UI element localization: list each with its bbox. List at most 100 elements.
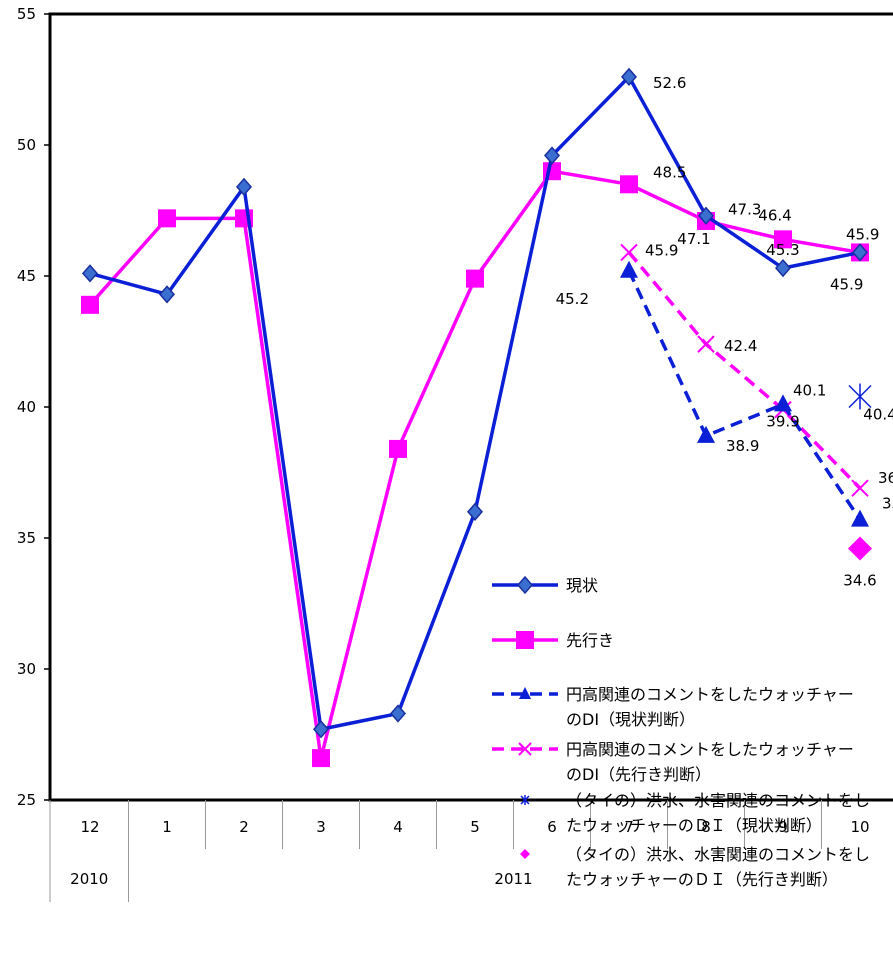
series-5 bbox=[848, 536, 872, 561]
series-4 bbox=[848, 383, 872, 410]
year-label: 2010 bbox=[70, 870, 108, 888]
marker-square bbox=[466, 269, 484, 288]
legend: 現状先行き円高関連のコメントをしたウォッチャーのDI（現状判断）円高関連のコメン… bbox=[492, 575, 870, 889]
marker-square bbox=[81, 295, 99, 314]
marker-square bbox=[312, 749, 330, 768]
legend-label: （タイの）洪水、水害関連のコメントをし bbox=[566, 791, 870, 810]
marker-x bbox=[851, 479, 869, 497]
series-0 bbox=[82, 67, 868, 739]
marker-diamond bbox=[236, 177, 252, 197]
marker-diamond bbox=[517, 575, 533, 595]
data-label: 45.9 bbox=[645, 241, 678, 259]
data-label: 38.9 bbox=[726, 437, 759, 455]
data-label: 46.4 bbox=[758, 206, 791, 224]
marker-x bbox=[697, 335, 715, 353]
data-label: 47.1 bbox=[677, 230, 710, 248]
marker-diamond bbox=[82, 264, 98, 283]
marker-triangle bbox=[519, 687, 531, 699]
x-tick-label: 8 bbox=[701, 818, 711, 836]
data-label: 45.9 bbox=[846, 225, 879, 243]
y-tick-label: 55 bbox=[17, 5, 36, 23]
series-line bbox=[627, 251, 862, 490]
legend-label: 先行き bbox=[566, 631, 614, 650]
marker-asterisk bbox=[520, 795, 530, 805]
data-label-layer: 52.6 47.3 45.3 45.9 48.5 47.1 46.4 45.9 45.2 38.9… bbox=[556, 74, 893, 590]
x-tick-label: 5 bbox=[470, 818, 480, 836]
marker-diamond bbox=[544, 146, 560, 165]
data-label: 45.9 bbox=[830, 275, 863, 293]
data-label: 34.6 bbox=[843, 571, 876, 589]
marker-diamond bbox=[520, 849, 530, 859]
data-label: 42.4 bbox=[724, 337, 757, 355]
legend-label: のDI（先行き判断） bbox=[566, 765, 711, 784]
marker-diamond-large bbox=[848, 536, 872, 561]
legend-label: （タイの）洪水、水害関連のコメントをし bbox=[566, 845, 870, 864]
marker-asterisk bbox=[848, 383, 872, 410]
x-tick-label: 4 bbox=[393, 818, 403, 836]
legend-entry-1: 先行き bbox=[492, 631, 614, 650]
x-tick-label: 1 bbox=[162, 818, 172, 836]
data-label: 47.3 bbox=[728, 201, 761, 219]
marker-triangle bbox=[620, 260, 638, 278]
x-tick-label: 12 bbox=[80, 818, 99, 836]
data-label: 48.5 bbox=[653, 163, 686, 181]
marker-triangle bbox=[774, 394, 792, 412]
y-tick-label: 30 bbox=[17, 660, 36, 678]
data-label: 39.9 bbox=[766, 413, 799, 431]
marker-diamond bbox=[313, 720, 329, 739]
marker-diamond bbox=[621, 67, 637, 87]
marker-triangle bbox=[697, 425, 715, 443]
marker-diamond bbox=[159, 285, 175, 304]
legend-label: 円高関連のコメントをしたウォッチャー bbox=[566, 740, 854, 759]
data-label: 45.3 bbox=[766, 241, 799, 259]
legend-label: たウォッチャーのＤＩ（現状判断） bbox=[566, 816, 822, 835]
y-tick-label: 25 bbox=[17, 791, 36, 809]
y-tick-label: 50 bbox=[17, 136, 36, 154]
y-tick-label: 40 bbox=[17, 398, 36, 416]
marker-diamond bbox=[390, 704, 406, 723]
series-1 bbox=[81, 162, 869, 768]
y-tick-label: 45 bbox=[17, 267, 36, 285]
x-tick-label: 10 bbox=[850, 818, 869, 836]
marker-square bbox=[158, 209, 176, 228]
x-tick-label: 3 bbox=[316, 818, 326, 836]
series-line bbox=[627, 270, 862, 521]
series-layer bbox=[81, 67, 872, 768]
marker-diamond bbox=[467, 502, 483, 521]
data-label: 36.9 bbox=[878, 469, 893, 487]
marker-diamond bbox=[852, 243, 868, 262]
data-label: 40.1 bbox=[793, 381, 826, 399]
marker-diamond bbox=[775, 259, 791, 278]
x-tick-label: 2 bbox=[239, 818, 249, 836]
series-2 bbox=[620, 260, 869, 527]
marker-x bbox=[620, 243, 638, 262]
year-label: 2011 bbox=[494, 870, 532, 888]
marker-square bbox=[389, 439, 407, 458]
series-line bbox=[88, 169, 861, 760]
marker-square bbox=[516, 631, 534, 649]
legend-entry-0: 現状 bbox=[492, 575, 598, 595]
marker-square bbox=[774, 230, 792, 249]
x-tick-label: 6 bbox=[547, 818, 557, 836]
y-tick-label: 35 bbox=[17, 529, 36, 547]
marker-triangle bbox=[851, 509, 869, 527]
x-tick-label: 9 bbox=[778, 818, 788, 836]
marker-square bbox=[620, 175, 638, 194]
legend-label: のDI（現状判断） bbox=[566, 710, 695, 729]
data-label: 45.2 bbox=[556, 290, 589, 308]
plot-frame bbox=[48, 12, 893, 802]
data-label: 35.7 bbox=[882, 495, 893, 513]
series-line bbox=[89, 75, 861, 732]
legend-label: 円高関連のコメントをしたウォッチャー bbox=[566, 685, 854, 704]
data-label: 52.6 bbox=[653, 74, 686, 92]
data-label: 40.4 bbox=[863, 406, 893, 424]
legend-label: 現状 bbox=[566, 576, 598, 595]
marker-x bbox=[518, 742, 532, 756]
x-tick-label: 7 bbox=[624, 818, 634, 836]
